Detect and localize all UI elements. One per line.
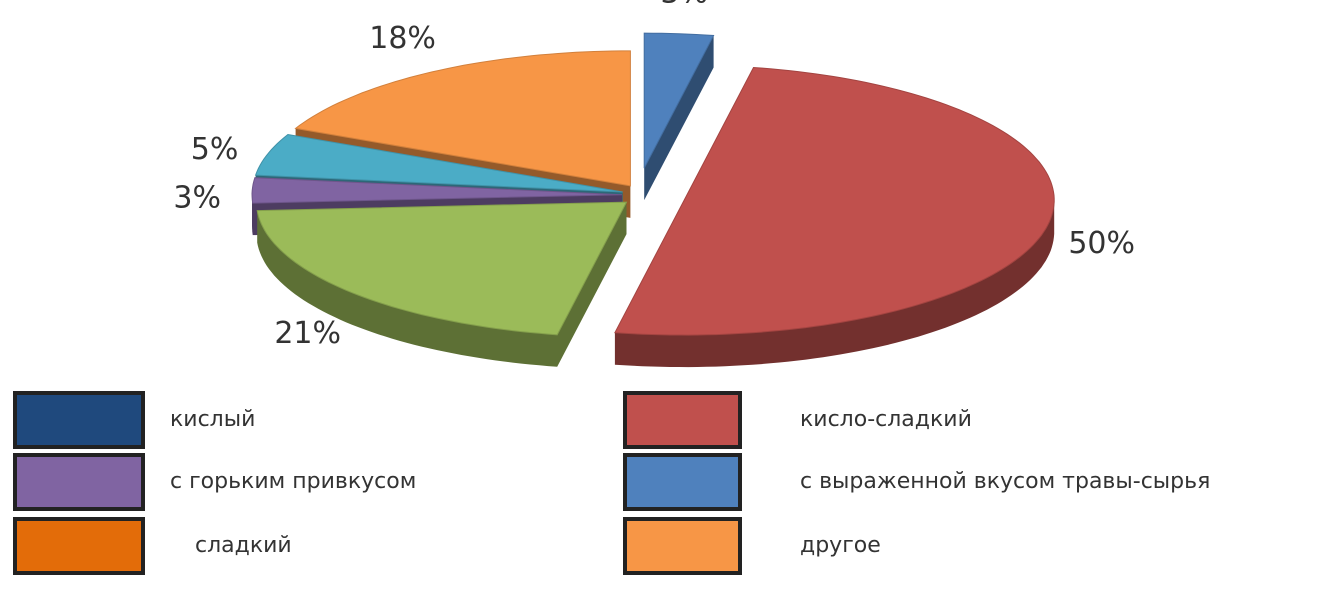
legend-swatch [623,517,742,575]
slice [251,177,623,204]
value-label: 18% [369,21,436,56]
legend-label: кисло-сладкий [800,407,972,432]
legend-swatch [623,391,742,449]
legend-swatch [13,517,145,575]
legend-label: кислый [170,407,255,432]
slice [614,66,1055,336]
value-label: 5% [191,132,239,167]
legend-label: другое [800,533,881,558]
slice [256,201,628,336]
value-label: 50% [1068,226,1135,261]
legend-label: сладкий [195,533,292,558]
slice [254,133,623,193]
legend-swatch [623,453,742,511]
slice [643,32,715,169]
legend-swatch [13,453,145,511]
value-label: 21% [274,316,341,351]
value-label: 3% [660,0,708,10]
legend-label: с выраженной вкусом травы-сырья [800,469,1210,494]
legend-swatch [13,391,145,449]
legend-label: с горьким привкусом [170,469,416,494]
value-label: 3% [173,180,221,215]
slice [294,50,631,187]
